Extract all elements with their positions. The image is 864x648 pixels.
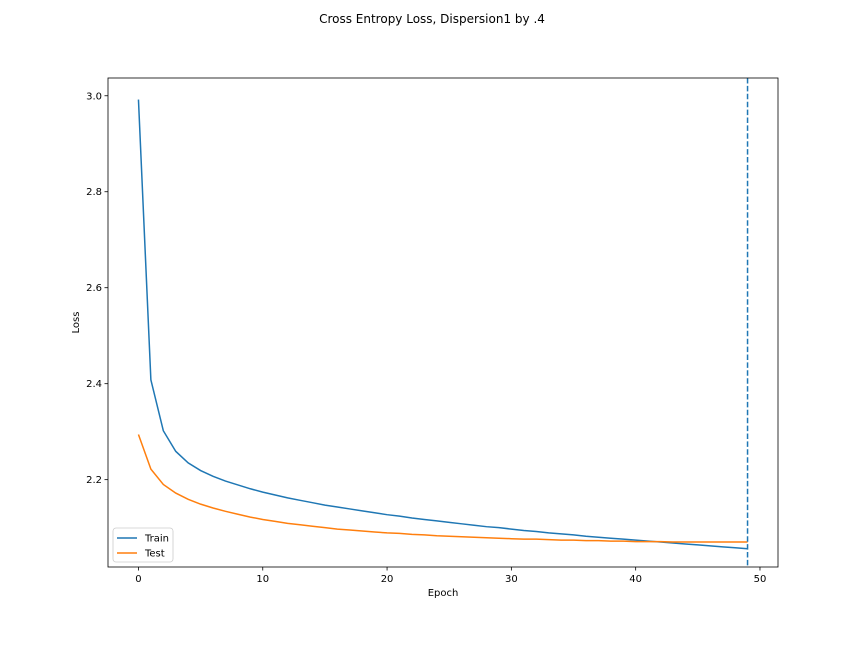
x-tick-label: 20	[381, 574, 394, 585]
x-tick-label: 30	[505, 574, 518, 585]
y-tick-label: 2.8	[86, 187, 102, 198]
y-tick-label: 3.0	[86, 91, 102, 102]
plot-area	[107, 77, 779, 568]
series-line-train	[137, 99, 748, 550]
chart-title: Cross Entropy Loss, Dispersion1 by .4	[319, 12, 545, 26]
y-tick-label: 2.4	[86, 379, 102, 390]
legend-label-train: Train	[144, 534, 169, 545]
y-tick-label: 2.2	[86, 475, 102, 486]
x-axis-ticks: 0 10 20 30 40 50	[135, 567, 766, 585]
x-tick-label: 10	[256, 574, 269, 585]
x-tick-label: 40	[629, 574, 642, 585]
x-axis-label: Epoch	[428, 588, 459, 599]
legend-label-test: Test	[144, 549, 165, 560]
legend: Train Test	[112, 527, 174, 563]
x-tick-label: 0	[135, 574, 141, 585]
y-axis-ticks: 2.2 2.4 2.6 2.8 3.0	[86, 91, 108, 486]
plot-frame	[107, 77, 779, 568]
x-tick-label: 50	[754, 574, 767, 585]
series-line-test	[137, 434, 748, 543]
y-axis-label: Loss	[71, 312, 82, 334]
y-tick-label: 2.6	[86, 283, 102, 294]
